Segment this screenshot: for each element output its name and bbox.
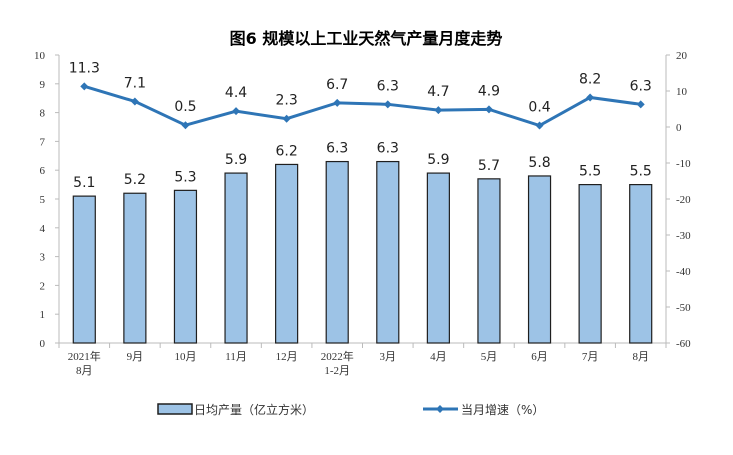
category-label: 10月: [174, 351, 196, 363]
left-tick-label: 6: [40, 165, 46, 177]
right-tick-label: 20: [676, 50, 688, 62]
line-marker: [383, 100, 392, 109]
line-series: [83, 84, 641, 128]
category-label: 8月: [76, 365, 93, 377]
bar-data-label: 5.3: [174, 169, 196, 185]
line-data-label: 4.9: [478, 83, 500, 99]
right-tick-label: -60: [676, 338, 691, 350]
bar-data-label: 6.3: [326, 141, 348, 157]
line-marker: [586, 93, 595, 102]
bar-data-label: 5.8: [528, 155, 550, 171]
legend-bar-swatch: [157, 403, 193, 415]
category-label: 8月: [632, 351, 649, 363]
bar: [72, 195, 96, 344]
line-marker: [434, 106, 443, 115]
right-tick-label: -10: [676, 158, 691, 170]
left-tick-label: 3: [40, 252, 46, 264]
bar-data-label: 5.9: [427, 152, 449, 168]
bar: [376, 160, 400, 344]
line-marker: [636, 100, 645, 109]
bar-data-label: 5.1: [73, 175, 95, 191]
left-tick-label: 4: [40, 223, 46, 235]
line-data-label: 0.4: [528, 100, 550, 116]
category-label: 1-2月: [324, 365, 350, 377]
bar-data-label: 5.7: [478, 158, 500, 174]
line-marker: [282, 114, 291, 123]
right-tick-label: 10: [676, 86, 688, 98]
bar: [578, 184, 602, 344]
line-data-label: 8.2: [579, 71, 601, 87]
right-tick-label: -30: [676, 230, 691, 242]
left-tick-label: 0: [40, 338, 46, 350]
left-tick-label: 2: [40, 280, 46, 292]
right-tick-label: -20: [676, 194, 691, 206]
bar: [325, 160, 349, 344]
bar-data-label: 5.5: [579, 164, 601, 180]
line-marker: [232, 107, 241, 116]
line-data-label: 4.7: [427, 84, 449, 100]
category-label: 12月: [276, 351, 298, 363]
left-tick-label: 8: [40, 108, 46, 120]
category-label: 2022年: [321, 349, 354, 363]
category-label: 9月: [127, 351, 144, 363]
line-marker: [333, 98, 342, 107]
line-data-label: 2.3: [275, 93, 297, 109]
category-label: 3月: [380, 351, 397, 363]
line-marker: [484, 105, 493, 114]
bar: [275, 163, 299, 344]
line-data-label: 11.3: [69, 60, 100, 76]
category-label: 4月: [430, 351, 447, 363]
legend-bar-label: 日均产量（亿立方米）: [194, 402, 314, 417]
line-data-label: 0.5: [174, 99, 196, 115]
line-marker: [181, 121, 190, 130]
category-label: 11月: [225, 351, 247, 363]
left-tick-label: 10: [34, 50, 46, 62]
bar: [123, 192, 147, 344]
line-data-label: 6.3: [377, 78, 399, 94]
bar: [426, 172, 450, 344]
line-data-label: 6.3: [630, 78, 652, 94]
bar-data-label: 5.9: [225, 152, 247, 168]
right-tick-label: -50: [676, 302, 691, 314]
bar: [527, 175, 552, 344]
bar-data-label: 5.5: [630, 164, 652, 180]
bar-data-label: 6.3: [377, 141, 399, 157]
legend-line-marker: [436, 405, 444, 413]
right-tick-label: -40: [676, 266, 691, 278]
left-tick-label: 5: [40, 194, 46, 206]
line-data-label: 4.4: [225, 85, 247, 101]
category-label: 2021年: [68, 349, 101, 363]
category-label: 6月: [531, 351, 548, 363]
category-label: 5月: [481, 351, 498, 363]
category-label: 7月: [582, 351, 599, 363]
legend-line-label: 当月增速（%）: [461, 403, 544, 417]
chart-title: 图6 规模以上工业天然气产量月度走势: [230, 29, 503, 48]
bar-data-label: 5.2: [124, 172, 146, 188]
left-tick-label: 1: [40, 309, 46, 321]
line-marker: [130, 97, 139, 106]
left-tick-label: 7: [40, 136, 46, 148]
bar-data-label: 6.2: [275, 143, 297, 159]
bar: [629, 184, 653, 344]
left-tick-label: 9: [40, 79, 46, 91]
line-marker: [535, 121, 544, 130]
bar: [477, 178, 501, 344]
right-tick-label: 0: [676, 122, 682, 134]
bar: [173, 189, 198, 344]
bar: [224, 172, 248, 344]
line-data-label: 7.1: [124, 75, 146, 91]
line-marker: [80, 82, 89, 91]
line-data-label: 6.7: [326, 77, 348, 93]
